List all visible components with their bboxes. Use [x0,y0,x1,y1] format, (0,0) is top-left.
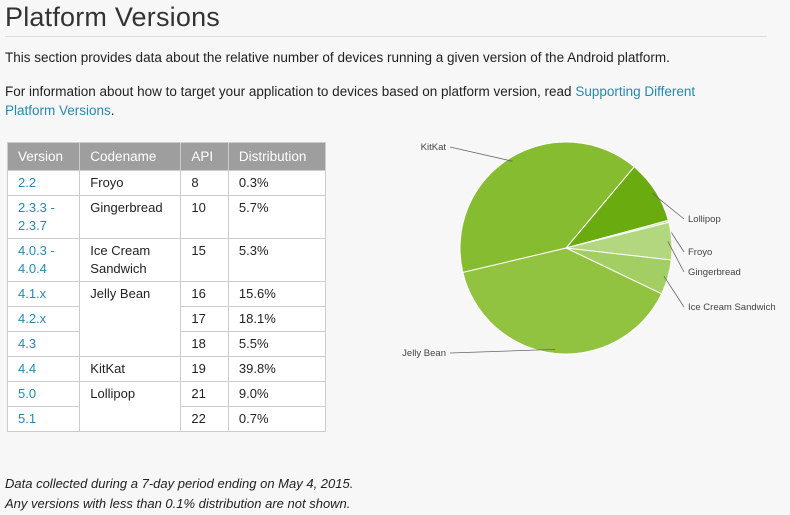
table-row: 4.4 KitKat 19 39.8% [6,356,327,382]
header-distribution: Distribution [227,142,327,171]
info-text: For information about how to target your… [5,82,745,120]
version-link[interactable]: 4.0.3 - 4.0.4 [18,243,55,276]
api-cell: 19 [180,356,229,382]
page-title: Platform Versions [5,2,220,32]
version-cell: 4.3 [6,331,81,357]
codename-cell: KitKat [79,356,182,382]
version-cell: 4.4 [6,356,81,382]
pie-label: Lollipop [688,214,721,225]
intro-text: This section provides data about the rel… [5,50,670,65]
pie-label: KitKat [421,142,447,153]
pie-leader-line [449,146,513,162]
codename-cell: Gingerbread [79,195,182,239]
footnote: Data collected during a 7-day period end… [5,474,353,514]
table-header-row: Version Codename API Distribution [6,142,327,171]
versions-table: Version Codename API Distribution 2.2 Fr… [6,142,327,432]
version-link[interactable]: 4.3 [18,336,37,351]
pie-leader-line [651,192,685,220]
table-row: 4.1.x Jelly Bean 16 15.6% [6,281,327,357]
version-link[interactable]: 4.2.x [18,311,47,326]
table-row: 4.0.3 - 4.0.4 Ice Cream Sandwich 15 5.3% [6,238,327,282]
codename-cell: Lollipop [79,381,182,432]
version-link[interactable]: 2.3.3 - 2.3.7 [18,200,55,233]
table-row: 2.2 Froyo 8 0.3% [6,170,327,196]
info-prefix: For information about how to target your… [5,84,576,99]
version-link[interactable]: 5.1 [18,411,37,426]
version-cell: 2.3.3 - 2.3.7 [6,195,81,239]
distribution-cell: 5.7% [227,195,327,239]
table-row: 4.2.x 17 18.1% [6,306,327,332]
pie-slice-jelly-bean [462,247,663,355]
table-row: 5.0 Lollipop 21 9.0% [6,381,327,432]
distribution-cell: 9.0% [227,381,327,407]
header-version: Version [6,142,81,171]
api-cell: 15 [180,238,229,282]
distribution-cell: 18.1% [227,306,327,332]
distribution-cell: 5.5% [227,331,327,357]
codename-cell: Jelly Bean [79,281,182,357]
table-row: 5.1 22 0.7% [6,406,327,432]
header-api: API [180,142,229,171]
pie-leader-line [667,241,685,273]
version-cell: 5.0 [6,381,81,407]
distribution-cell: 0.3% [227,170,327,196]
api-cell: 17 [180,306,229,332]
api-cell: 10 [180,195,229,239]
pie-leader-line [449,349,556,354]
supporting-versions-link[interactable]: Supporting Different Platform Versions [5,84,696,118]
codename-cell: Ice Cream Sandwich [79,238,182,282]
pie-label: Gingerbread [688,267,741,278]
footnote-line-1: Data collected during a 7-day period end… [5,476,354,491]
pie-leader-line [663,275,685,308]
footnote-line-2: Any versions with less than 0.1% distrib… [5,496,351,511]
distribution-cell: 5.3% [227,238,327,282]
pie-label: Jelly Bean [402,348,446,359]
api-cell: 18 [180,331,229,357]
pie-label: Froyo [688,247,712,258]
version-cell: 2.2 [6,170,81,196]
api-cell: 22 [180,406,229,432]
table-row: 2.3.3 - 2.3.7 Gingerbread 10 5.7% [6,195,327,239]
distribution-cell: 15.6% [227,281,327,307]
version-link[interactable]: 4.4 [18,361,37,376]
api-cell: 21 [180,381,229,407]
pie-label: Ice Cream Sandwich [688,302,776,313]
version-link[interactable]: 5.0 [18,386,37,401]
distribution-cell: 0.7% [227,406,327,432]
version-cell: 5.1 [6,406,81,432]
pie-slice-kitkat [459,141,635,273]
distribution-pie-chart: Lollipop Froyo Gingerbread Ice Cream Sandwi… [402,141,776,359]
version-cell: 4.2.x [6,306,81,332]
api-cell: 16 [180,281,229,307]
api-cell: 8 [180,170,229,196]
version-cell: 4.1.x [6,281,81,307]
codename-cell: Froyo [79,170,182,196]
distribution-cell: 39.8% [227,356,327,382]
header-codename: Codename [79,142,182,171]
info-suffix: . [110,103,115,118]
version-cell: 4.0.3 - 4.0.4 [6,238,81,282]
table-row: 4.3 18 5.5% [6,331,327,357]
version-link[interactable]: 4.1.x [18,286,47,301]
version-link[interactable]: 2.2 [18,175,37,190]
title-divider [5,36,767,37]
